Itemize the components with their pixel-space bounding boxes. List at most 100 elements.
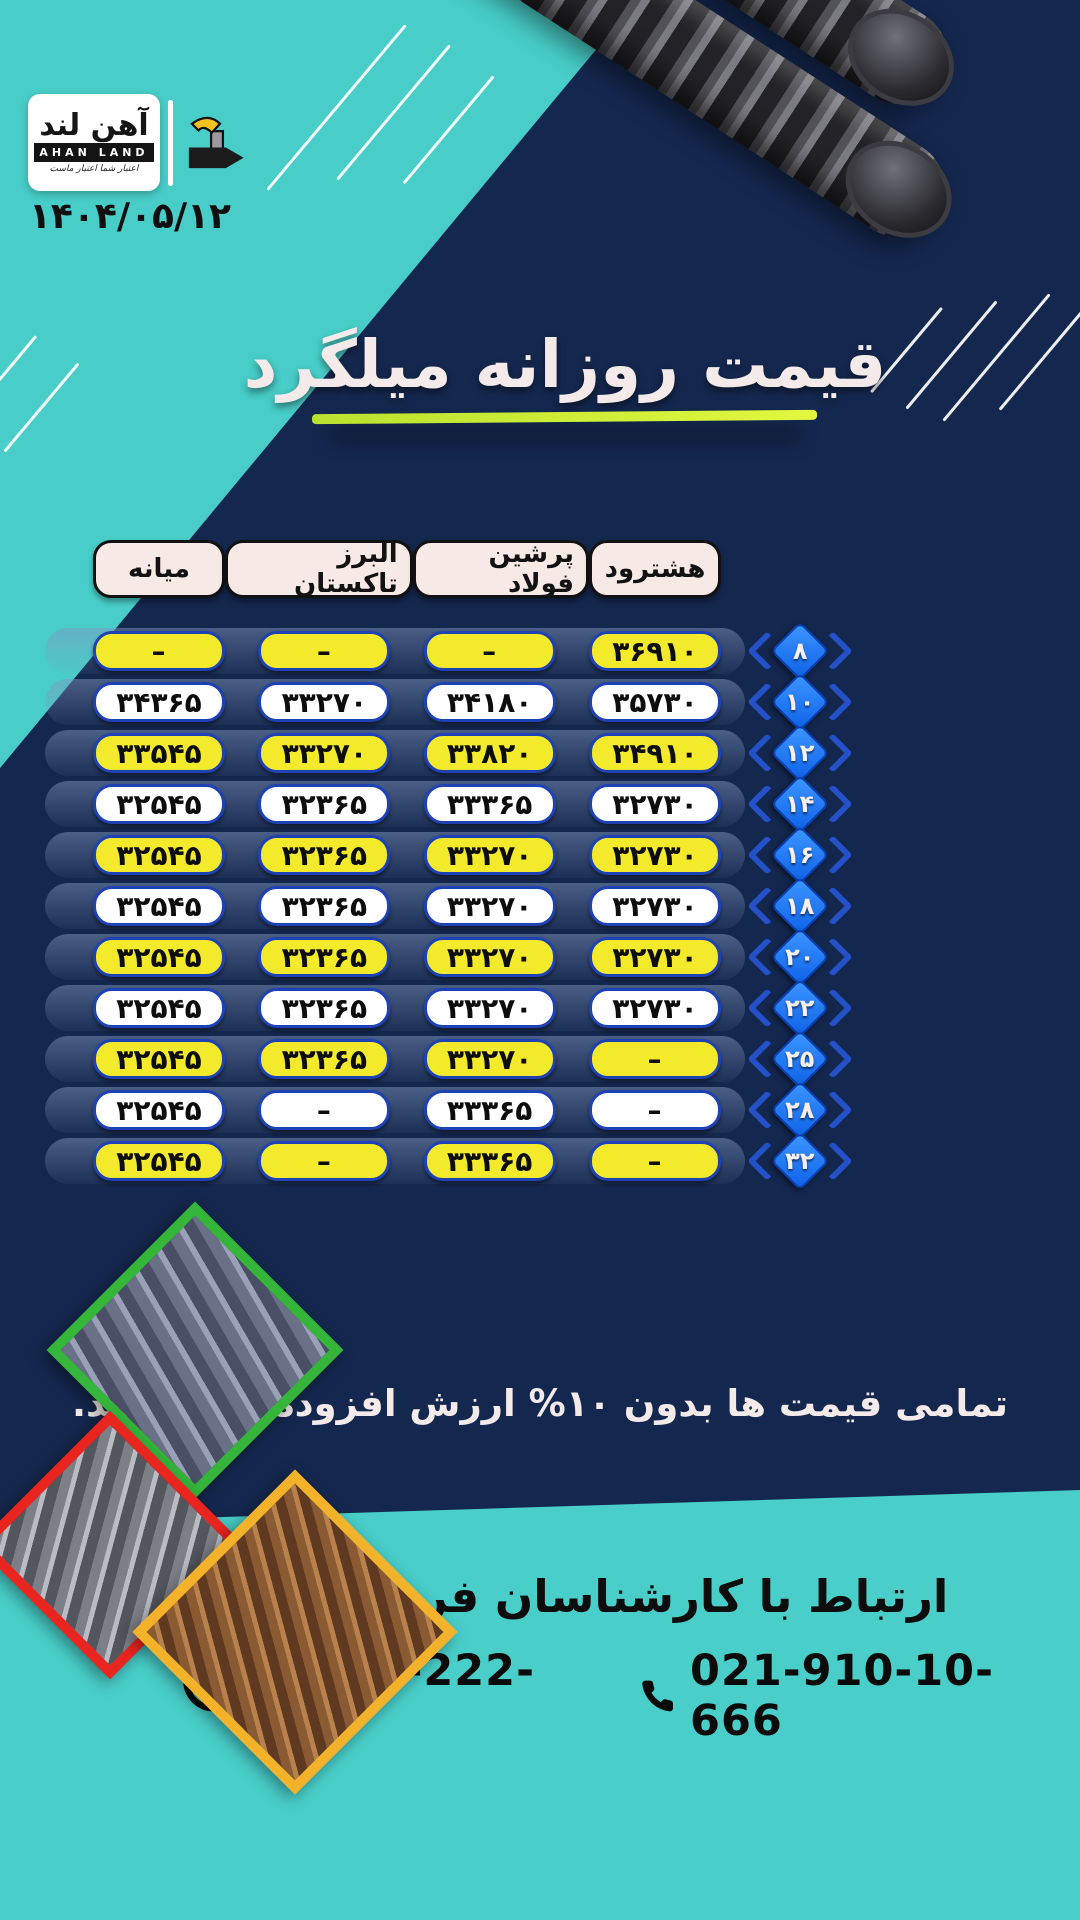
price-cell: ۳۳۵۴۵	[93, 733, 225, 773]
phone-item[interactable]: 021-910-10-666	[639, 1646, 1040, 1746]
title-underline	[311, 409, 818, 425]
price-cell: ۳۲۳۶۵	[258, 937, 391, 977]
size-label: ۳۲	[785, 1146, 815, 1175]
price-cell: ۳۲۵۴۵	[93, 1039, 225, 1079]
size-diamond: ۱۲	[770, 723, 830, 783]
price-cell: ۳۲۳۶۵	[258, 784, 391, 824]
price-cell: ۳۴۳۶۵	[93, 682, 225, 722]
price-cell: ۳۳۲۷۰	[423, 886, 556, 926]
page-title: قیمت روزانه میلگرد	[243, 326, 887, 403]
title-underline-shadow	[330, 428, 800, 442]
row-track: ۳۲۵۴۵ ۳۲۳۶۵ ۳۳۲۷۰ ۳۲۷۳۰	[45, 883, 745, 929]
size-diamond: ۳۲	[770, 1131, 830, 1191]
size-diamond: ۸	[770, 621, 830, 681]
price-cell: ۳۲۷۳۰	[588, 835, 721, 875]
table-row: ۳۲۵۴۵ ۳۲۳۶۵ ۳۳۳۶۵ ۳۲۷۳۰ ۱۴	[45, 774, 855, 834]
price-cell: ۳۲۵۴۵	[93, 784, 225, 824]
size-marker: ۱۶	[745, 825, 855, 885]
price-cell: –	[258, 1090, 391, 1130]
size-marker: ۳۲	[745, 1131, 855, 1191]
row-track: ۳۲۵۴۵ ۳۲۳۶۵ ۳۳۲۷۰ ۳۲۷۳۰	[45, 985, 745, 1031]
table-row: ۳۲۵۴۵ – ۳۳۳۶۵ – ۳۲	[45, 1131, 855, 1191]
column-header-alborz: البرز تاکستان	[225, 539, 413, 599]
size-marker: ۱۰	[745, 672, 855, 732]
price-cell: ۳۲۳۶۵	[258, 835, 391, 875]
price-cell: ۳۲۵۴۵	[93, 1141, 225, 1181]
table-header-row: میانه البرز تاکستان پرشین فولاد هشترود	[45, 539, 745, 599]
table-row: ۳۲۵۴۵ ۳۲۳۶۵ ۳۳۲۷۰ – ۲۵	[45, 1029, 855, 1089]
phone-number[interactable]: 021-910-10-666	[690, 1646, 994, 1746]
logo-name-en: AHAN LAND	[34, 143, 154, 162]
ahan-land-logo-icon	[188, 116, 244, 169]
size-marker: ۸	[745, 621, 855, 681]
price-cell: ۳۲۵۴۵	[93, 937, 225, 977]
size-marker: ۲۲	[745, 978, 855, 1038]
row-track: ۳۲۵۴۵ – ۳۳۳۶۵ –	[45, 1138, 745, 1184]
price-cell: ۳۳۳۶۵	[423, 784, 556, 824]
price-cell: –	[588, 1090, 721, 1130]
size-diamond: ۲۲	[770, 978, 830, 1038]
price-cell: ۳۲۵۴۵	[93, 886, 225, 926]
size-diamond: ۱۴	[770, 774, 830, 834]
table-row: ۳۳۵۴۵ ۳۳۲۷۰ ۳۳۸۲۰ ۳۴۹۱۰ ۱۲	[45, 723, 855, 783]
price-cell: –	[423, 631, 556, 671]
price-cell: –	[258, 631, 391, 671]
size-label: ۲۸	[785, 1095, 815, 1124]
row-track: ۳۲۵۴۵ ۳۲۳۶۵ ۳۳۲۷۰ –	[45, 1036, 745, 1082]
price-cell: ۳۳۲۷۰	[423, 988, 556, 1028]
price-cell: ۳۳۸۲۰	[423, 733, 556, 773]
price-cell: –	[588, 1141, 721, 1181]
price-cell: ۳۳۲۷۰	[423, 1039, 556, 1079]
price-cell: ۳۳۲۷۰	[423, 937, 556, 977]
size-diamond: ۱۸	[770, 876, 830, 936]
table-row: ۳۲۵۴۵ ۳۲۳۶۵ ۳۳۲۷۰ ۳۲۷۳۰ ۱۸	[45, 876, 855, 936]
price-cell: ۳۲۵۴۵	[93, 988, 225, 1028]
logo-slogan: اعتبار شما اعتبار ماست	[49, 164, 139, 174]
price-cell: ۳۳۲۷۰	[423, 835, 556, 875]
column-header-hashtroud: هشترود	[589, 540, 721, 598]
price-cell: ۳۲۷۳۰	[588, 886, 721, 926]
size-diamond: ۲۰	[770, 927, 830, 987]
size-label: ۱۰	[785, 687, 815, 716]
price-cell: ۳۳۳۶۵	[423, 1090, 556, 1130]
price-cell: –	[258, 1141, 391, 1181]
size-label: ۸	[792, 637, 808, 665]
price-cell: ۳۳۳۶۵	[423, 1141, 556, 1181]
row-track: ۳۴۳۶۵ ۳۳۲۷۰ ۳۴۱۸۰ ۳۵۷۳۰	[45, 679, 745, 725]
price-cell: ۳۲۵۴۵	[93, 1090, 225, 1130]
size-marker: ۲۰	[745, 927, 855, 987]
size-label: ۲۵	[785, 1044, 815, 1073]
price-cell: ۳۴۹۱۰	[588, 733, 721, 773]
row-track: ۳۳۵۴۵ ۳۳۲۷۰ ۳۳۸۲۰ ۳۴۹۱۰	[45, 730, 745, 776]
price-cell: ۳۲۵۴۵	[93, 835, 225, 875]
size-diamond: ۲۸	[770, 1080, 830, 1140]
price-cell: –	[93, 631, 225, 671]
row-track: ۳۲۵۴۵ ۳۲۳۶۵ ۳۳۳۶۵ ۳۲۷۳۰	[45, 781, 745, 827]
row-track: – – – ۳۶۹۱۰	[45, 628, 745, 674]
size-label: ۱۶	[785, 840, 815, 869]
logo-divider	[168, 100, 173, 186]
price-cell: ۳۵۷۳۰	[588, 682, 721, 722]
phone-icon	[642, 1680, 673, 1712]
price-cell: ۳۲۳۶۵	[258, 886, 391, 926]
size-diamond: ۱۰	[770, 672, 830, 732]
size-marker: ۲۵	[745, 1029, 855, 1089]
date: ۱۴۰۴/۰۵/۱۲	[28, 196, 232, 237]
ahan-land-logo: آهن لند AHAN LAND اعتبار شما اعتبار ماست	[28, 94, 160, 191]
price-cell: ۳۶۹۱۰	[588, 631, 721, 671]
size-marker: ۲۸	[745, 1080, 855, 1140]
size-label: ۱۲	[785, 738, 815, 767]
column-header-persian: پرشین فولاد	[412, 539, 589, 599]
size-diamond: ۲۵	[770, 1029, 830, 1089]
size-marker: ۱۲	[745, 723, 855, 783]
size-label: ۲۲	[785, 993, 815, 1022]
logo-name-fa: آهن لند	[39, 108, 149, 143]
table-row: – – – ۳۶۹۱۰ ۸	[45, 621, 855, 681]
size-label: ۲۰	[785, 942, 815, 971]
table-row: ۳۲۵۴۵ – ۳۳۳۶۵ – ۲۸	[45, 1080, 855, 1140]
price-rows: – – – ۳۶۹۱۰ ۸ ۳۴۳۶۵ ۳۳۲۷۰ ۳۴۱۸۰ ۳۵۷۳۰	[45, 621, 855, 1191]
table-row: ۳۲۵۴۵ ۳۲۳۶۵ ۳۳۲۷۰ ۳۲۷۳۰ ۱۶	[45, 825, 855, 885]
size-diamond: ۱۶	[770, 825, 830, 885]
price-cell: ۳۲۷۳۰	[588, 784, 721, 824]
